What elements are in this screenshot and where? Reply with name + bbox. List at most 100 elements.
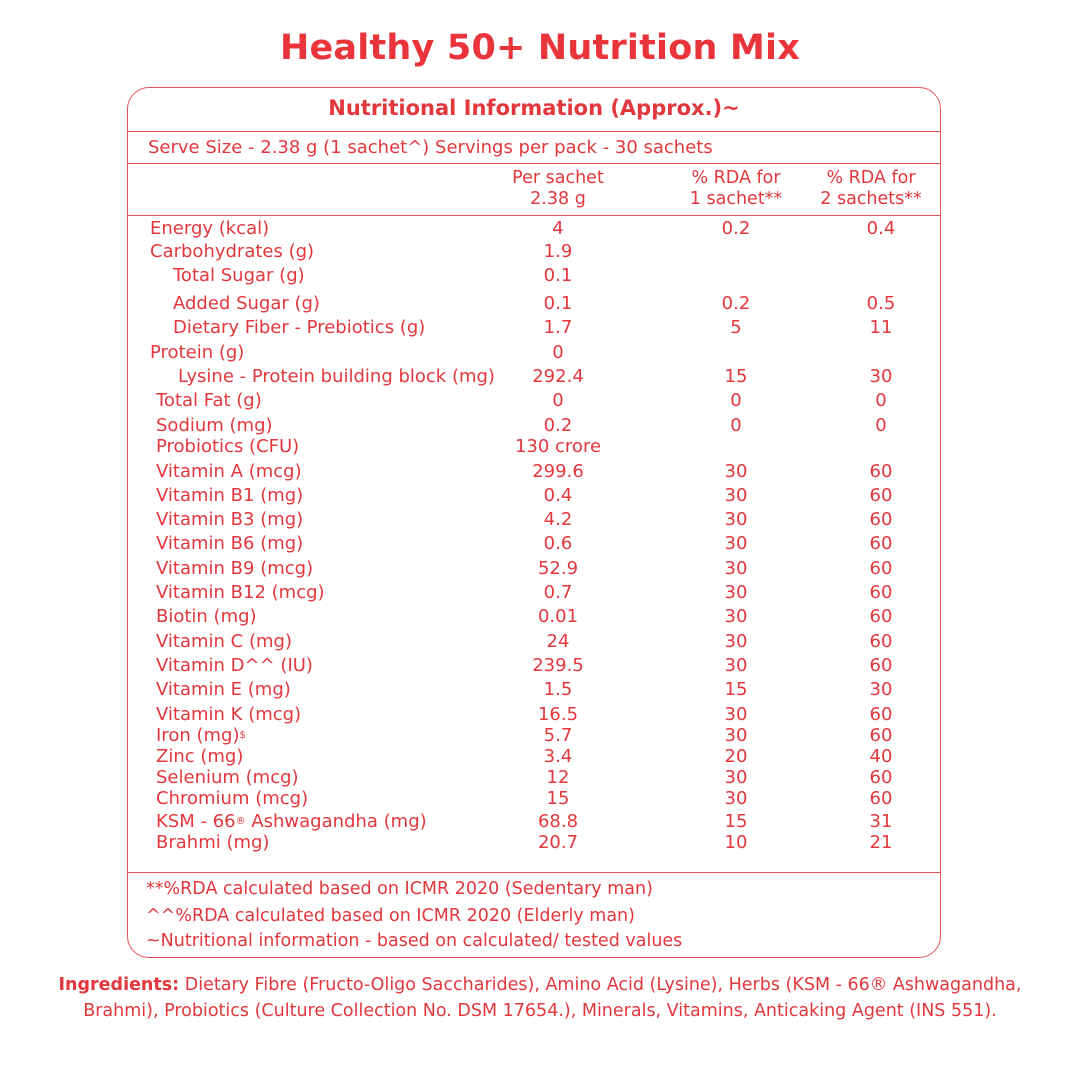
nutrient-name: Total Fat (g) bbox=[156, 390, 262, 412]
rda-1-sachet-value: 30 bbox=[724, 655, 748, 676]
rda-2-sachets-value: 30 bbox=[869, 366, 893, 387]
rda-1-sachet-value: 30 bbox=[724, 509, 748, 530]
nutrient-name: Carbohydrates (g) bbox=[150, 241, 314, 263]
rda-2-sachets-value: 30 bbox=[869, 679, 893, 700]
nutrient-row: Probiotics (CFU) 130 crore bbox=[128, 436, 940, 458]
rda-2-sachets-value: 60 bbox=[869, 725, 893, 746]
nutrient-row: Vitamin A (mcg) 299.6 30 60 bbox=[128, 461, 940, 483]
nutrient-name-text: Lysine - Protein building block (mg) bbox=[178, 366, 495, 387]
nutrient-name-text: Total Fat (g) bbox=[156, 390, 262, 411]
nutrient-row: Biotin (mg) 0.01 30 60 bbox=[128, 606, 940, 628]
nutrient-name: Lysine - Protein building block (mg) bbox=[178, 366, 495, 388]
rda-2-sachets-value: 0.5 bbox=[866, 293, 896, 314]
nutrient-name-text: Selenium (mcg) bbox=[156, 767, 299, 788]
per-sachet-value: 68.8 bbox=[537, 811, 579, 832]
nutrient-name: Dietary Fiber - Prebiotics (g) bbox=[173, 317, 425, 339]
column-header-line: 2.38 g bbox=[530, 189, 586, 209]
rda-1-sachet-value: 30 bbox=[724, 461, 748, 482]
nutrient-name: KSM - 66® Ashwagandha (mg) bbox=[156, 811, 427, 833]
column-header-line: 1 sachet** bbox=[689, 189, 783, 209]
serve-size-text: Serve Size - 2.38 g (1 sachet^) Servings… bbox=[148, 137, 713, 158]
per-sachet-value: 299.6 bbox=[532, 461, 584, 482]
rda-1-sachet-value: 30 bbox=[724, 582, 748, 603]
nutrient-name-text: Energy (kcal) bbox=[150, 218, 270, 239]
nutrient-name-text: Vitamin K (mcg) bbox=[156, 704, 302, 725]
rda-2-sachets-value: 60 bbox=[869, 582, 893, 603]
nutrient-row: Dietary Fiber - Prebiotics (g) 1.7 5 11 bbox=[128, 317, 940, 339]
per-sachet-value: 20.7 bbox=[537, 832, 579, 853]
rda-1-sachet-value: 30 bbox=[724, 767, 748, 788]
nutrient-name: Sodium (mg) bbox=[156, 415, 273, 437]
rda-1-sachet-value: 30 bbox=[724, 704, 748, 725]
divider-heading bbox=[128, 131, 940, 132]
nutrient-row: Vitamin C (mg) 24 30 60 bbox=[128, 631, 940, 653]
rda-1-sachet-value: 15 bbox=[724, 679, 748, 700]
nutrient-name-text: Vitamin E (mg) bbox=[156, 679, 291, 700]
nutrient-name: Chromium (mcg) bbox=[156, 788, 308, 810]
rda-2-sachets-value: 40 bbox=[869, 746, 893, 767]
nutrient-name: Probiotics (CFU) bbox=[156, 436, 299, 458]
nutrient-row: Vitamin B6 (mg) 0.6 30 60 bbox=[128, 533, 940, 555]
panel-heading: Nutritional Information (Approx.)~ bbox=[328, 96, 740, 120]
nutrient-name-text: Vitamin B1 (mg) bbox=[156, 485, 304, 506]
rda-1-sachet-value: 15 bbox=[724, 366, 748, 387]
nutrient-name-suffix: Ashwagandha (mg) bbox=[245, 811, 427, 832]
per-sachet-value: 0.7 bbox=[543, 582, 573, 603]
nutrient-name-text: Vitamin B12 (mcg) bbox=[156, 582, 325, 603]
divider-serve bbox=[128, 163, 940, 164]
footnote-calculated: ~Nutritional information - based on calc… bbox=[146, 931, 683, 951]
nutrient-name-text: Vitamin B9 (mcg) bbox=[156, 558, 314, 579]
nutrient-name-text: Vitamin D^^ (IU) bbox=[156, 655, 313, 676]
nutrient-row: Carbohydrates (g) 1.9 bbox=[128, 241, 940, 263]
nutrient-name-text: Dietary Fiber - Prebiotics (g) bbox=[173, 317, 426, 338]
rda-1-sachet-value: 30 bbox=[724, 631, 748, 652]
per-sachet-value: 52.9 bbox=[537, 558, 579, 579]
nutrient-name: Brahmi (mg) bbox=[156, 832, 269, 854]
ingredients-label: Ingredients: bbox=[58, 975, 180, 995]
product-title: Healthy 50+ Nutrition Mix bbox=[280, 28, 800, 68]
rda-2-sachets-value: 60 bbox=[869, 767, 893, 788]
column-header-line: 2 sachets** bbox=[820, 189, 922, 209]
nutrient-name-text: Brahmi (mg) bbox=[156, 832, 270, 853]
rda-1-sachet-value: 5 bbox=[730, 317, 742, 338]
nutrient-row: Vitamin D^^ (IU) 239.5 30 60 bbox=[128, 655, 940, 677]
footnote-sedentary: **%RDA calculated based on ICMR 2020 (Se… bbox=[146, 879, 653, 899]
nutrient-name: Iron (mg)$ bbox=[156, 725, 246, 747]
nutrient-name-text: Total Sugar (g) bbox=[173, 265, 305, 286]
rda-2-sachets-value: 60 bbox=[869, 533, 893, 554]
nutrient-row: Vitamin B9 (mcg) 52.9 30 60 bbox=[128, 558, 940, 580]
nutrient-row: Total Sugar (g) 0.1 bbox=[128, 265, 940, 287]
per-sachet-value: 0 bbox=[552, 342, 564, 363]
rda-1-sachet-value: 0 bbox=[730, 390, 742, 411]
rda-1-sachet-value: 30 bbox=[724, 485, 748, 506]
ingredients-list: Dietary Fibre (Fructo-Oligo Saccharides)… bbox=[83, 975, 1022, 1021]
rda-2-sachets-value: 31 bbox=[869, 811, 893, 832]
rda-2-sachets-value: 60 bbox=[869, 704, 893, 725]
divider-footnotes bbox=[128, 872, 940, 873]
column-header-line: % RDA for bbox=[826, 168, 916, 188]
nutrient-row: Vitamin K (mcg) 16.5 30 60 bbox=[128, 704, 940, 726]
nutrient-row: Energy (kcal) 4 0.2 0.4 bbox=[128, 218, 940, 240]
per-sachet-value: 0 bbox=[552, 390, 564, 411]
per-sachet-value: 24 bbox=[546, 631, 570, 652]
column-header-rda-1: % RDA for 1 sachet** bbox=[681, 168, 791, 210]
nutrient-name-text: Biotin (mg) bbox=[156, 606, 257, 627]
column-header-rda-2: % RDA for 2 sachets** bbox=[811, 168, 931, 210]
rda-1-sachet-value: 15 bbox=[724, 811, 748, 832]
nutrient-name: Vitamin B1 (mg) bbox=[156, 485, 303, 507]
column-header-line: % RDA for bbox=[691, 168, 781, 188]
per-sachet-value: 1.7 bbox=[543, 317, 573, 338]
per-sachet-value: 15 bbox=[546, 788, 570, 809]
per-sachet-value: 1.5 bbox=[543, 679, 573, 700]
nutrient-name: Vitamin B12 (mcg) bbox=[156, 582, 325, 604]
nutrient-name: Vitamin B9 (mcg) bbox=[156, 558, 313, 580]
nutrient-name: Zinc (mg) bbox=[156, 746, 243, 768]
nutrient-name-text: Vitamin A (mcg) bbox=[156, 461, 302, 482]
nutrient-row: Selenium (mcg) 12 30 60 bbox=[128, 767, 940, 789]
divider-column-headers bbox=[128, 215, 940, 216]
nutrient-name: Vitamin E (mg) bbox=[156, 679, 291, 701]
per-sachet-value: 4.2 bbox=[543, 509, 573, 530]
nutrient-name: Vitamin B6 (mg) bbox=[156, 533, 303, 555]
rda-2-sachets-value: 0 bbox=[875, 415, 887, 436]
nutrient-row: Added Sugar (g) 0.1 0.2 0.5 bbox=[128, 293, 940, 315]
